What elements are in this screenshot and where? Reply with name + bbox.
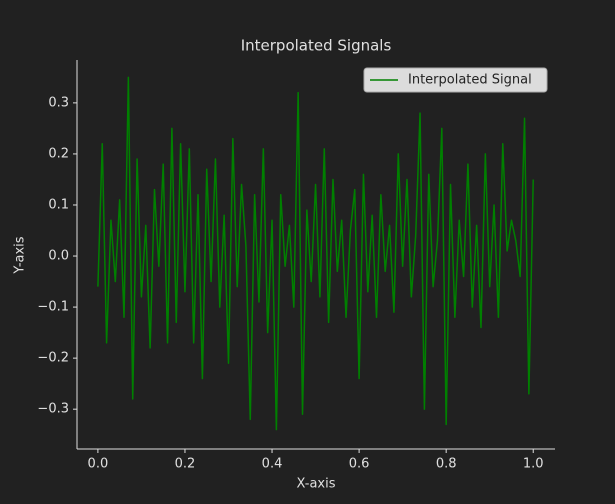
legend-box bbox=[363, 67, 548, 93]
signal-line bbox=[97, 76, 534, 431]
y-axis-label: Y-axis bbox=[13, 236, 28, 274]
x-tick-label: 1.0 bbox=[523, 457, 544, 472]
x-tick-label: 0.8 bbox=[436, 457, 457, 472]
y-tick-label: 0.2 bbox=[48, 146, 69, 161]
x-tick-label: 0.6 bbox=[349, 457, 370, 472]
y-tick-label: 0.0 bbox=[48, 249, 69, 264]
y-tick-label: −0.2 bbox=[37, 351, 69, 366]
chart-title: Interpolated Signals bbox=[241, 37, 392, 55]
y-tick-label: 0.1 bbox=[48, 197, 69, 212]
y-tick-label: 0.3 bbox=[48, 95, 69, 110]
legend: Interpolated Signal bbox=[363, 67, 548, 93]
x-tick-label: 0.0 bbox=[88, 457, 109, 472]
y-tick-label: −0.1 bbox=[37, 300, 69, 315]
x-tick-label: 0.2 bbox=[175, 457, 196, 472]
y-tick-label: −0.3 bbox=[37, 402, 69, 417]
x-tick-label: 0.4 bbox=[262, 457, 283, 472]
legend-label: Interpolated Signal bbox=[408, 73, 532, 88]
x-axis-label: X-axis bbox=[297, 477, 336, 492]
